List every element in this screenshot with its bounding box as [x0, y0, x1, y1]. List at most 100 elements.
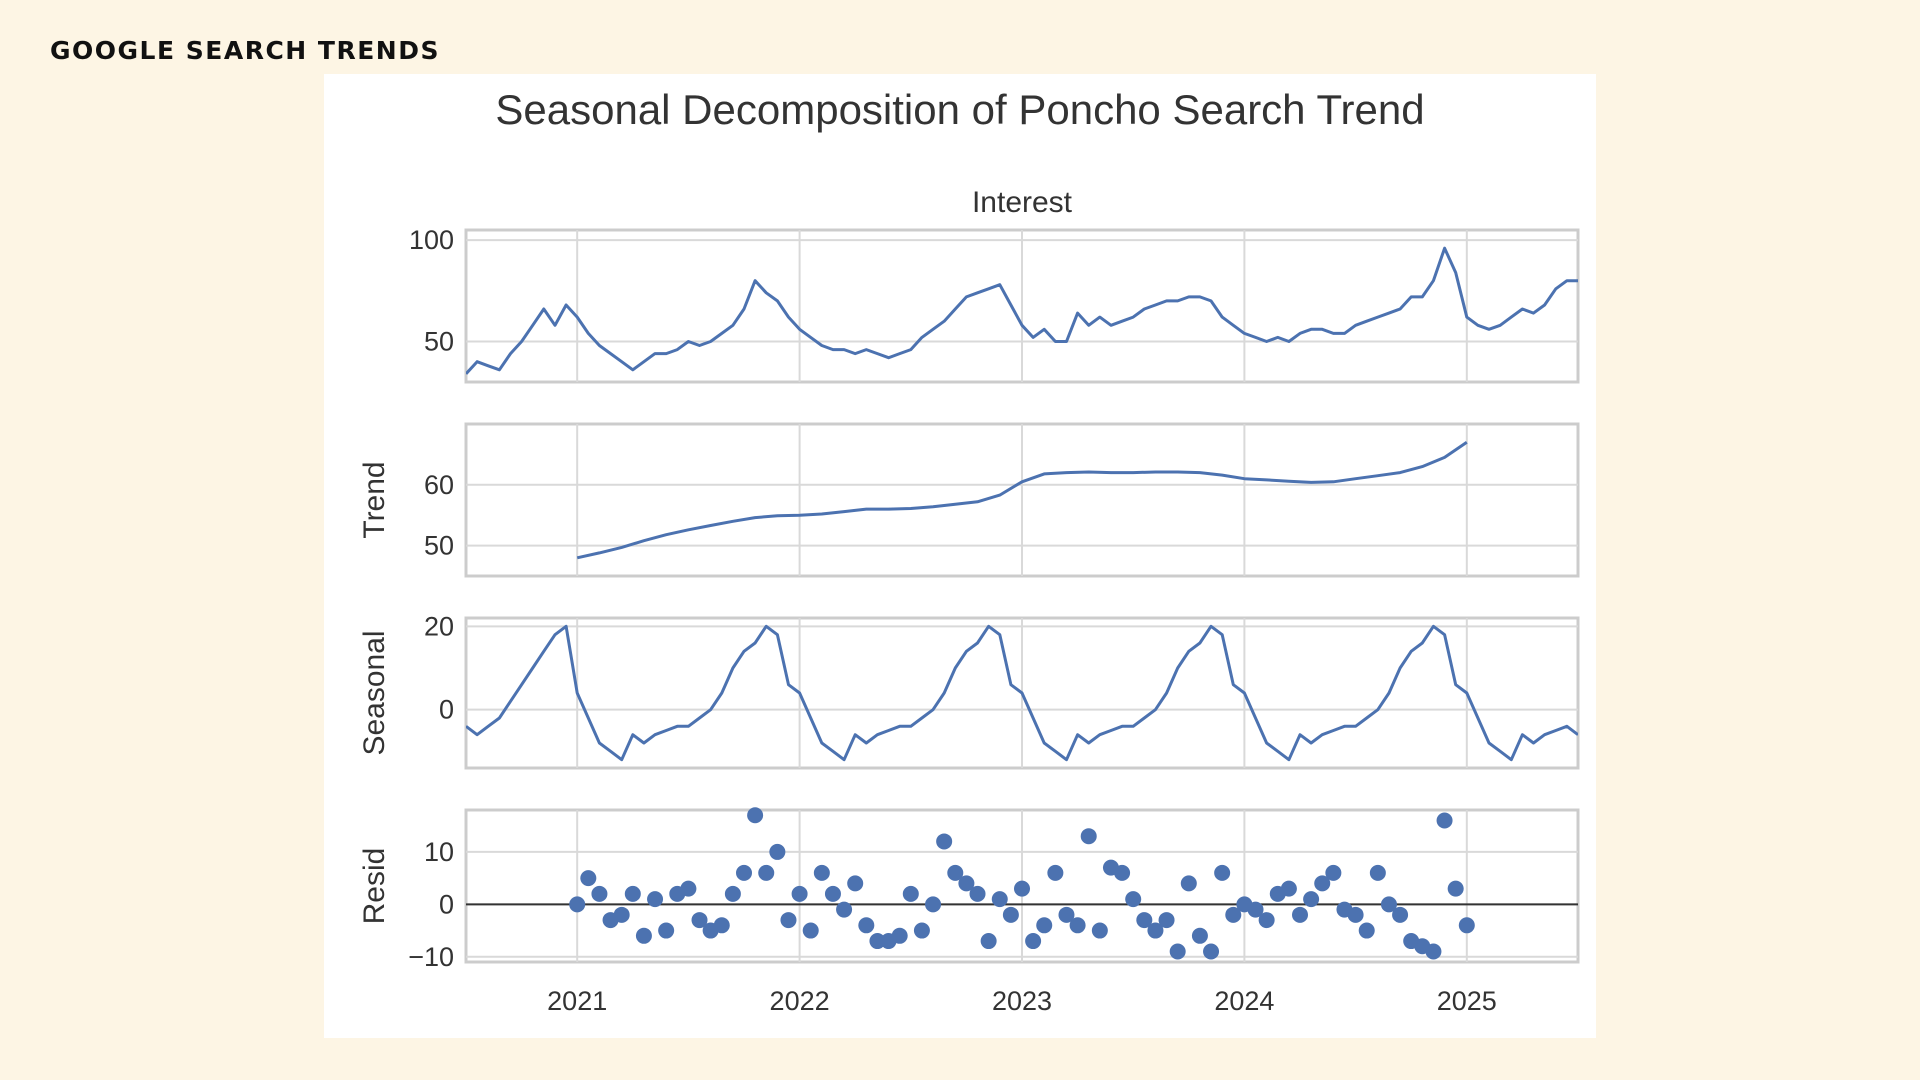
resid-point — [1258, 912, 1275, 929]
y-axis-label: Trend — [358, 461, 391, 538]
resid-point — [1025, 933, 1042, 950]
resid-point — [869, 933, 886, 950]
x-axis: 2021 2022 2023 2024 2025 — [547, 986, 1497, 1016]
y-tick-label: 20 — [424, 611, 454, 641]
resid-point — [1247, 901, 1264, 918]
resid-point — [791, 885, 808, 902]
resid-point — [969, 885, 986, 902]
resid-point — [758, 864, 775, 881]
panel-trend: 50 60 Trend — [358, 422, 1580, 578]
resid-point — [1458, 917, 1475, 934]
resid-point — [858, 917, 875, 934]
resid-point — [713, 917, 730, 934]
resid-point — [925, 896, 942, 913]
resid-point — [824, 885, 841, 902]
y-tick-label: −10 — [408, 942, 454, 972]
resid-point — [580, 870, 597, 887]
resid-point — [1225, 906, 1242, 923]
resid-point — [947, 864, 964, 881]
resid-point — [1436, 812, 1453, 829]
x-tick-label: 2021 — [547, 986, 607, 1016]
resid-point — [1203, 943, 1220, 960]
x-tick-label: 2022 — [770, 986, 830, 1016]
resid-point — [1169, 943, 1186, 960]
resid-point — [1347, 906, 1364, 923]
resid-point — [847, 875, 864, 892]
y-tick-label: 50 — [424, 326, 454, 356]
panel-observed: 50 100 — [409, 225, 1580, 384]
resid-point — [1158, 912, 1175, 929]
resid-point — [1380, 896, 1397, 913]
resid-point — [1314, 875, 1331, 892]
resid-point — [680, 880, 697, 897]
resid-point — [769, 843, 786, 860]
resid-point — [902, 885, 919, 902]
resid-point — [1069, 917, 1086, 934]
series-line-trend — [576, 440, 1468, 560]
resid-point — [991, 891, 1008, 908]
header-label: GOOGLE SEARCH TRENDS — [50, 36, 440, 65]
resid-point — [613, 906, 630, 923]
chart-subtitle: Interest — [972, 186, 1073, 219]
y-tick-label: 0 — [439, 889, 454, 919]
resid-point — [780, 912, 797, 929]
resid-point — [635, 927, 652, 944]
resid-point — [1369, 864, 1386, 881]
series-line-seasonal — [466, 624, 1578, 762]
resid-point — [1014, 880, 1030, 897]
resid-point — [913, 922, 930, 939]
y-tick-label: 0 — [439, 695, 454, 725]
resid-point — [936, 833, 953, 850]
resid-point — [980, 933, 997, 950]
resid-point — [1091, 922, 1108, 939]
resid-point — [624, 885, 641, 902]
resid-point — [802, 922, 819, 939]
resid-point — [658, 922, 675, 939]
resid-point — [1047, 864, 1064, 881]
y-tick-label: 50 — [424, 531, 454, 561]
resid-point — [891, 927, 908, 944]
resid-point — [1147, 922, 1164, 939]
panel-seasonal: 0 20 Seasonal — [358, 611, 1580, 770]
resid-point — [747, 807, 764, 824]
resid-point — [1125, 891, 1142, 908]
resid-point — [1080, 828, 1097, 845]
y-tick-label: 10 — [424, 837, 454, 867]
x-tick-label: 2024 — [1214, 986, 1274, 1016]
y-axis-label: Resid — [358, 848, 391, 925]
resid-point — [1292, 906, 1308, 923]
figure-card: Seasonal Decomposition of Poncho Search … — [324, 74, 1596, 1038]
y-tick-label: 60 — [424, 470, 454, 500]
y-tick-label: 100 — [409, 225, 454, 255]
resid-point — [1425, 943, 1442, 960]
resid-point — [1058, 906, 1075, 923]
resid-point — [1325, 864, 1342, 881]
x-tick-label: 2023 — [992, 986, 1052, 1016]
resid-point — [1036, 917, 1053, 934]
resid-point — [1303, 891, 1320, 908]
chart-title: Seasonal Decomposition of Poncho Search … — [495, 86, 1424, 133]
resid-point — [1114, 864, 1131, 881]
resid-point — [1002, 906, 1019, 923]
resid-point — [1280, 880, 1297, 897]
resid-point — [1180, 875, 1197, 892]
resid-point — [647, 891, 664, 908]
x-tick-label: 2025 — [1437, 986, 1497, 1016]
resid-point — [1136, 912, 1153, 929]
resid-point — [1447, 880, 1464, 897]
resid-point — [724, 885, 741, 902]
panel-resid: −10 0 10 Resid — [358, 807, 1580, 972]
resid-point — [569, 896, 586, 913]
resid-point — [1191, 927, 1208, 944]
resid-point — [1358, 922, 1375, 939]
resid-point — [691, 912, 708, 929]
panels-group: 50 100 50 60 Trend 0 20 Seasonal −10 0 10 Resid — [358, 225, 1580, 972]
resid-point — [836, 901, 853, 918]
decomposition-chart: Seasonal Decomposition of Poncho Search … — [358, 86, 1580, 1016]
resid-point — [1214, 864, 1231, 881]
resid-point — [1392, 906, 1409, 923]
resid-point — [958, 875, 975, 892]
series-line-observed — [466, 246, 1578, 375]
resid-point — [591, 885, 608, 902]
resid-point — [813, 864, 830, 881]
